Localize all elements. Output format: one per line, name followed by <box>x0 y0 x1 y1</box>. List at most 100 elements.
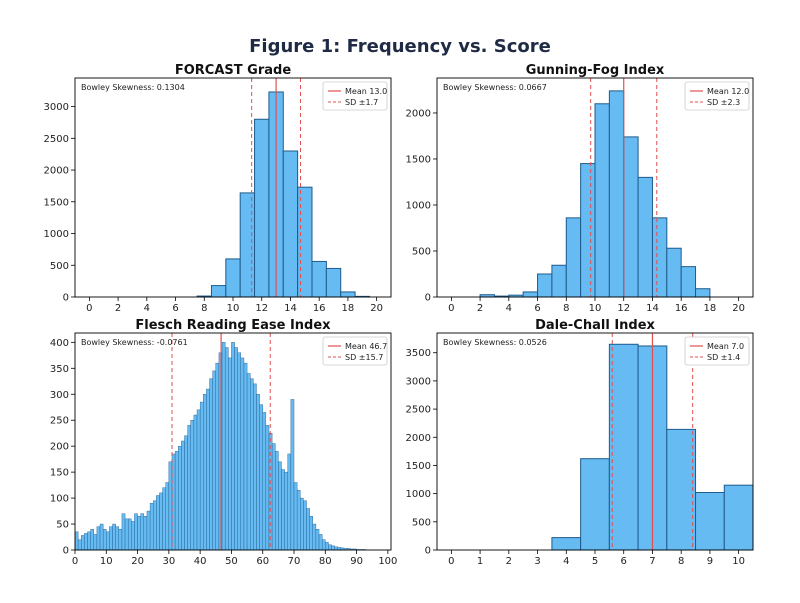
y-tick-label: 1000 <box>406 489 431 500</box>
x-tick-label: 18 <box>342 303 355 314</box>
figure-title: Figure 1: Frequency vs. Score <box>249 36 551 57</box>
x-tick-label: 20 <box>732 303 745 314</box>
x-tick-label: 4 <box>144 303 150 314</box>
x-tick-label: 5 <box>592 556 598 567</box>
histogram-bar <box>109 526 113 551</box>
y-tick-label: 200 <box>50 442 69 453</box>
histogram-bar <box>112 523 116 551</box>
histogram-bar <box>608 343 639 551</box>
histogram-bar <box>190 420 195 551</box>
x-tick-label: 8 <box>201 303 207 314</box>
histogram-bar <box>237 352 242 551</box>
histogram-bar <box>206 388 210 551</box>
x-tick-label: 70 <box>288 556 301 567</box>
x-tick-label: 10 <box>100 556 113 567</box>
y-tick-label: 250 <box>50 416 69 427</box>
y-tick-label: 0 <box>425 546 431 557</box>
y-tick-label: 150 <box>50 468 69 479</box>
histogram-bar <box>253 383 257 551</box>
histogram-bar <box>228 357 232 551</box>
x-tick-label: 2 <box>506 556 512 567</box>
plot-frame <box>74 332 392 551</box>
panel-flesch: Flesch Reading Ease Index 0 10 20 30 40 50 60 70… <box>50 318 398 567</box>
y-tick-label: 2500 <box>406 405 431 416</box>
x-tick-label: 80 <box>319 556 332 567</box>
histogram-bar <box>203 394 207 551</box>
histogram-bar <box>296 490 301 551</box>
histogram-bar <box>210 285 227 298</box>
histogram-bar <box>87 531 91 551</box>
histogram-bar <box>137 516 141 551</box>
histogram-bar <box>331 545 335 551</box>
histogram-bar <box>209 378 213 551</box>
histogram-bar <box>199 401 204 551</box>
histogram-bar <box>212 370 216 551</box>
x-tick-label: 12 <box>255 303 268 314</box>
x-tick-label: 2 <box>115 303 121 314</box>
histogram-bar <box>143 516 148 551</box>
histogram-bar <box>102 529 107 551</box>
histogram-bar <box>84 533 88 551</box>
y-tick-label: 0 <box>425 293 431 304</box>
histogram-bar <box>240 357 245 551</box>
histogram-bar <box>262 412 267 551</box>
legend-mean-label: Mean 46.7 <box>345 342 387 351</box>
y-tick-label: 100 <box>50 494 69 505</box>
histogram-bar <box>328 544 332 551</box>
x-tick-label: 8 <box>563 303 569 314</box>
histogram-bar <box>580 458 610 551</box>
histogram-bar <box>318 534 323 551</box>
histogram-bar <box>184 435 188 551</box>
panel-forcast: FORCAST Grade 0 2 4 6 8 10 12 14 16 18 20 0 500 1000 15… <box>44 63 392 314</box>
histogram-bar <box>196 409 201 551</box>
x-tick-label: 90 <box>350 556 363 567</box>
x-tick-label: 20 <box>370 303 383 314</box>
histogram-bar <box>311 260 327 298</box>
y-tick-label: 1500 <box>406 461 431 472</box>
y-tick-label: 500 <box>412 246 431 257</box>
x-tick-label: 1 <box>477 556 483 567</box>
histogram-bar <box>271 443 276 551</box>
histogram-bar <box>637 176 653 298</box>
y-tick-label: 500 <box>412 517 431 528</box>
histogram-bar <box>306 508 310 551</box>
panel-title: Flesch Reading Ease Index <box>135 318 331 333</box>
legend-box <box>322 336 388 366</box>
panel-title: Dale-Chall Index <box>535 318 655 333</box>
y-tick-label: 0 <box>63 546 69 557</box>
histogram-bar <box>121 513 126 551</box>
histogram-bar <box>303 500 307 551</box>
histogram-bar <box>666 428 697 551</box>
x-tick-label: 30 <box>162 556 175 567</box>
y-tick-label: 300 <box>50 390 69 401</box>
histogram-bar <box>594 103 610 298</box>
x-tick-label: 6 <box>621 556 627 567</box>
skewness-annotation: Bowley Skewness: 0.1304 <box>81 83 185 92</box>
histogram-bar <box>256 394 260 551</box>
y-tick-label: 3500 <box>406 348 431 359</box>
x-tick-label: 3 <box>534 556 540 567</box>
histogram-bar <box>239 192 256 298</box>
x-tick-label: 8 <box>678 556 684 567</box>
y-tick-label: 2000 <box>44 166 69 177</box>
y-tick-label: 1500 <box>406 154 431 165</box>
histogram-bar <box>225 258 241 298</box>
x-tick-label: 4 <box>506 303 512 314</box>
legend-box <box>684 336 750 366</box>
histogram-bar <box>178 445 182 551</box>
x-tick-label: 50 <box>225 556 238 567</box>
histogram-bar <box>127 518 132 551</box>
legend-sd-label: SD ±15.7 <box>345 353 383 362</box>
histogram-bar <box>156 495 160 551</box>
histogram-bar <box>321 539 326 551</box>
x-tick-label: 14 <box>284 303 297 314</box>
panel-title: Gunning-Fog Index <box>526 63 665 78</box>
histogram-bar <box>215 362 220 551</box>
y-tick-label: 500 <box>50 261 69 272</box>
x-tick-label: 10 <box>732 556 745 567</box>
histogram-bar <box>181 440 185 551</box>
x-tick-label: 20 <box>131 556 144 567</box>
histogram-bar <box>224 347 229 551</box>
x-tick-label: 16 <box>675 303 688 314</box>
